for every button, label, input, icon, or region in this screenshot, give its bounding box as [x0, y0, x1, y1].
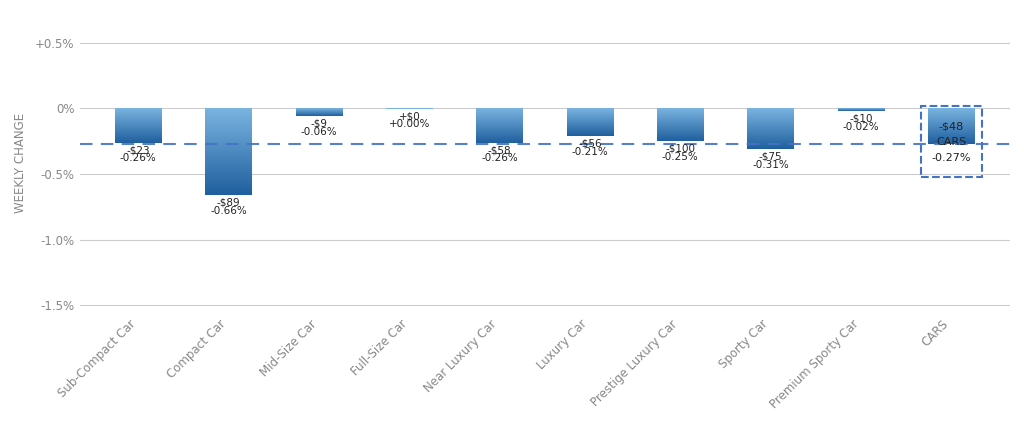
Text: -0.26%: -0.26% — [481, 153, 518, 163]
Text: +$0: +$0 — [398, 111, 420, 121]
Text: -0.25%: -0.25% — [662, 152, 698, 162]
Text: -0.02%: -0.02% — [843, 122, 880, 132]
Bar — [476, 108, 523, 142]
Text: -0.26%: -0.26% — [120, 153, 157, 163]
Bar — [205, 108, 252, 195]
Y-axis label: WEEKLY CHANGE: WEEKLY CHANGE — [14, 113, 27, 213]
Bar — [386, 108, 433, 110]
Text: -$56: -$56 — [579, 139, 602, 149]
Text: -0.06%: -0.06% — [301, 127, 337, 137]
Text: -$48: -$48 — [939, 122, 964, 132]
Bar — [928, 108, 975, 144]
Text: -0.27%: -0.27% — [932, 153, 971, 163]
Bar — [838, 108, 885, 111]
Text: -0.66%: -0.66% — [210, 206, 247, 215]
Text: CARS: CARS — [936, 137, 967, 147]
Text: -$58: -$58 — [487, 145, 512, 155]
Bar — [115, 108, 162, 142]
Text: -$23: -$23 — [127, 145, 151, 155]
Bar — [656, 108, 703, 141]
Text: -$10: -$10 — [849, 113, 872, 124]
Text: -0.21%: -0.21% — [571, 147, 608, 156]
Text: -$75: -$75 — [759, 152, 782, 162]
Bar — [296, 108, 342, 116]
Bar — [748, 108, 795, 149]
Text: +0.00%: +0.00% — [389, 119, 430, 129]
Text: -$89: -$89 — [217, 198, 241, 208]
Text: -0.31%: -0.31% — [753, 160, 790, 170]
Bar — [566, 108, 613, 136]
Text: -$100: -$100 — [666, 144, 695, 154]
Text: -$9: -$9 — [310, 119, 328, 129]
